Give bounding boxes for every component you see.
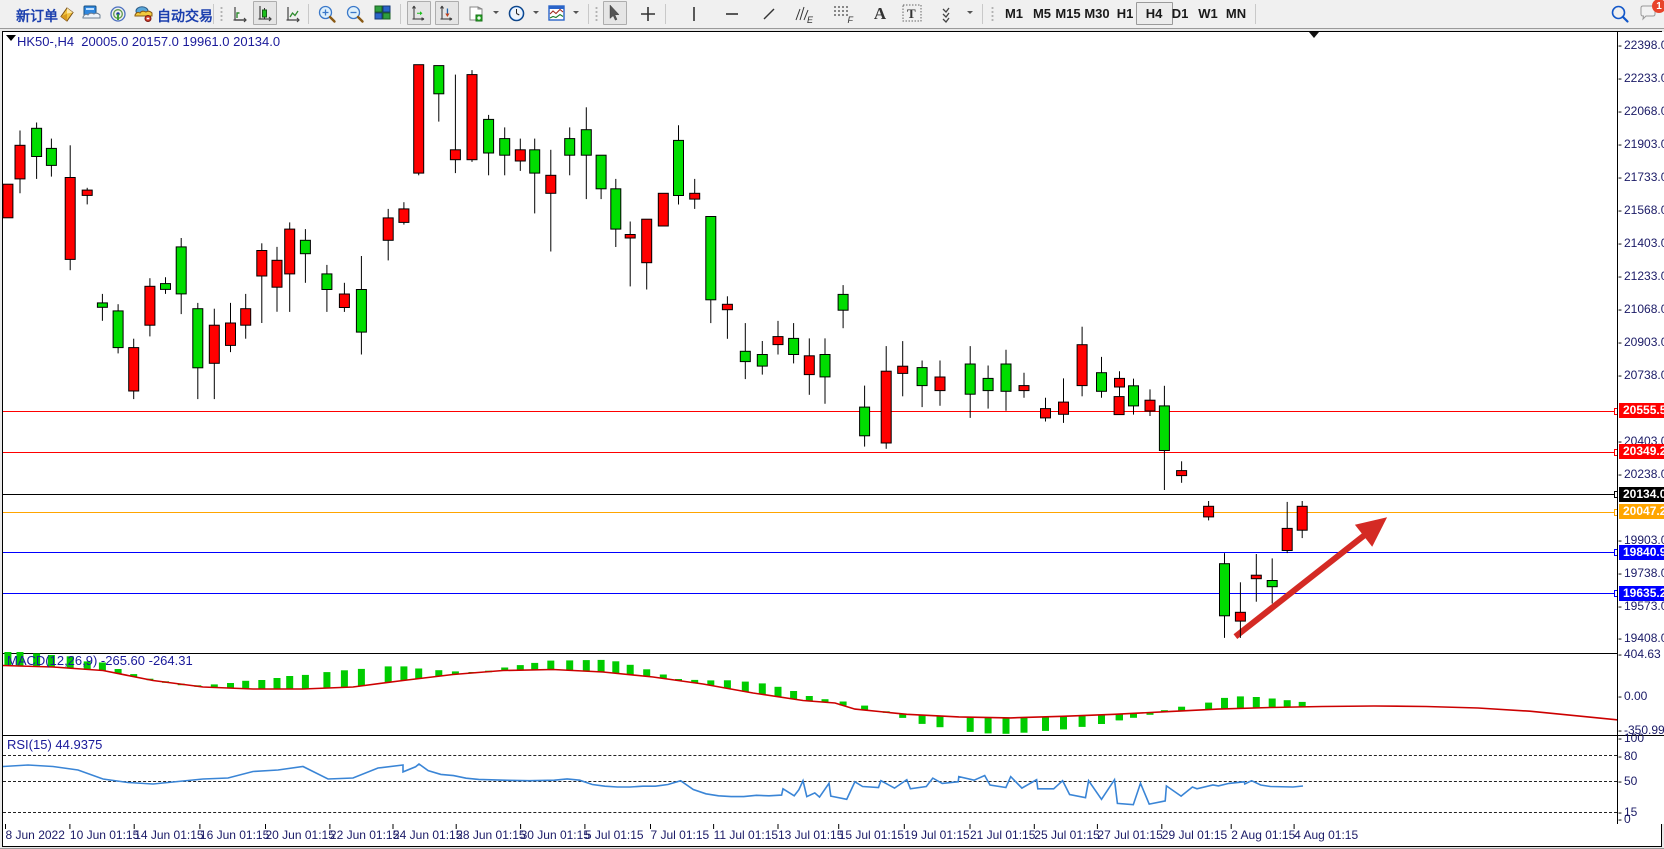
svg-text:T: T — [907, 6, 916, 21]
